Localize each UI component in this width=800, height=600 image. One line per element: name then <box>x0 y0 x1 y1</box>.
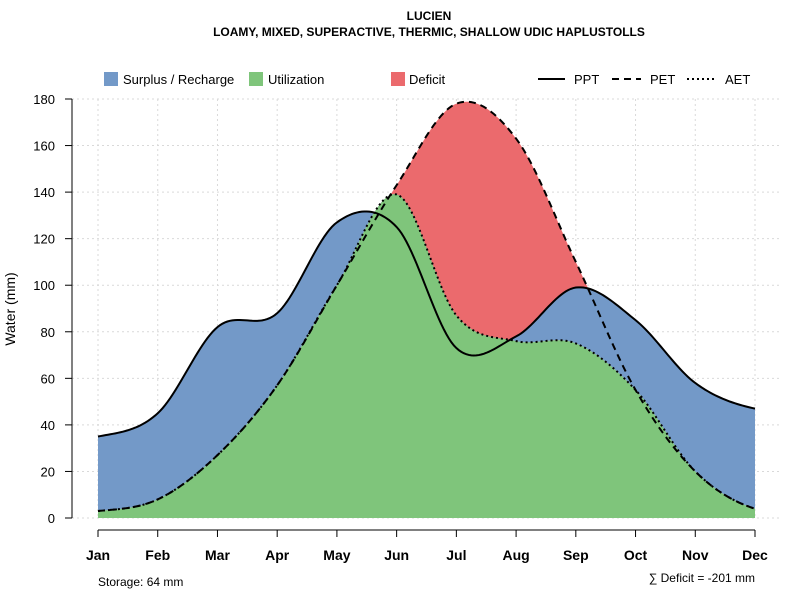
series-line-pet <box>97 100 756 513</box>
y-tick-label: 160 <box>33 139 55 154</box>
x-tick-label: Feb <box>145 547 170 563</box>
y-tick-label: 40 <box>41 418 55 433</box>
x-tick-label: Mar <box>205 547 230 563</box>
y-tick-label: 100 <box>33 278 55 293</box>
x-tick-label: Apr <box>265 547 290 563</box>
x-tick-label: Oct <box>624 547 648 563</box>
y-tick-label: 140 <box>33 185 55 200</box>
series-line-ppt <box>97 210 756 438</box>
legend-label-utilization: Utilization <box>268 72 324 87</box>
x-tick-label: Sep <box>563 547 589 563</box>
y-tick-label: 20 <box>41 464 55 479</box>
y-tick-label: 80 <box>41 325 55 340</box>
x-tick-label: Jan <box>86 547 110 563</box>
legend-label-deficit: Deficit <box>409 72 446 87</box>
legend-swatch-surplus <box>104 72 118 86</box>
x-tick-label: Dec <box>742 547 768 563</box>
y-tick-label: 180 <box>33 92 55 107</box>
legend-label-pet: PET <box>650 72 675 87</box>
legend-swatch-deficit <box>391 72 405 86</box>
deficit-note: ∑ Deficit = -201 mm <box>649 571 755 585</box>
legend-label-ppt: PPT <box>574 72 599 87</box>
x-tick-label: Jul <box>446 547 466 563</box>
x-tick-label: Nov <box>682 547 709 563</box>
legend-label-aet: AET <box>725 72 750 87</box>
legend-label-surplus: Surplus / Recharge <box>123 72 234 87</box>
legend-swatch-utilization <box>249 72 263 86</box>
x-tick-label: May <box>323 547 350 563</box>
y-tick-label: 0 <box>48 511 55 526</box>
chart-title: LUCIEN <box>407 9 452 23</box>
plot-area: 0 20 40 60 80 100 120 140 160 180 Jan Feb Mar Apr May J… <box>33 92 782 563</box>
utilization-area <box>98 194 755 518</box>
legend: Surplus / Recharge Utilization Deficit P… <box>104 72 750 87</box>
x-tick-label: Aug <box>502 547 529 563</box>
x-tick-label: Jun <box>384 547 409 563</box>
chart-subtitle: LOAMY, MIXED, SUPERACTIVE, THERMIC, SHAL… <box>213 25 645 39</box>
storage-note: Storage: 64 mm <box>98 575 183 589</box>
y-tick-label: 120 <box>33 232 55 247</box>
y-tick-label: 60 <box>41 371 55 386</box>
y-axis-label: Water (mm) <box>2 272 18 345</box>
